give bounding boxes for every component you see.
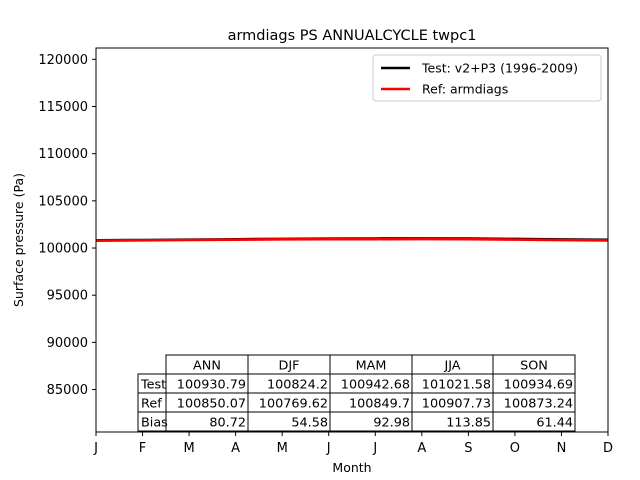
series-line-1 bbox=[95, 237, 609, 242]
chart-title: armdiags PS ANNUALCYCLE twpc1 bbox=[228, 28, 477, 44]
y-tick-label: 105000 bbox=[38, 194, 88, 209]
y-tick-label: 85000 bbox=[47, 383, 88, 398]
table-cell-value: 101021.58 bbox=[422, 378, 491, 393]
table-cell-value: 100873.24 bbox=[504, 397, 573, 412]
x-axis-label: Month bbox=[332, 460, 371, 475]
series-layer bbox=[95, 237, 609, 242]
table-column-header: SON bbox=[520, 359, 548, 374]
table-row-label: Bias bbox=[141, 416, 168, 431]
table-cell-value: 100849.7 bbox=[349, 397, 410, 412]
x-tick-label: M bbox=[277, 441, 288, 456]
x-tick-label: O bbox=[510, 441, 520, 456]
y-axis-label: Surface pressure (Pa) bbox=[11, 173, 26, 307]
table-cell-value: 80.72 bbox=[209, 416, 246, 431]
table-cell-value: 100930.79 bbox=[177, 378, 246, 393]
table-cell-value: 100850.07 bbox=[177, 397, 246, 412]
legend-entry: Test: v2+P3 (1996-2009) bbox=[421, 61, 578, 76]
legend: Test: v2+P3 (1996-2009) Ref: armdiags bbox=[372, 54, 602, 102]
table-cell-value: 54.58 bbox=[291, 416, 328, 431]
table-cell-value: 100824.2 bbox=[267, 378, 328, 393]
x-tick-label: N bbox=[557, 441, 567, 456]
table-cell-value: 61.44 bbox=[536, 416, 573, 431]
plot-frame bbox=[95, 47, 609, 433]
y-tick-label: 120000 bbox=[38, 53, 88, 68]
legend-entry: Ref: armdiags bbox=[422, 82, 508, 97]
table-cell-value: 100942.68 bbox=[341, 378, 410, 393]
x-tick-label: J bbox=[93, 441, 98, 456]
table-cell-value: 100907.73 bbox=[422, 397, 491, 412]
x-tick-label: A bbox=[417, 441, 426, 456]
x-tick-label: A bbox=[231, 441, 240, 456]
y-tick-label: 95000 bbox=[47, 289, 88, 304]
x-tick-label: J bbox=[372, 441, 377, 456]
table-row-label: Ref bbox=[141, 397, 162, 412]
y-tick-label: 100000 bbox=[38, 242, 88, 257]
y-tick-label: 90000 bbox=[47, 336, 88, 351]
y-tick-label: 110000 bbox=[38, 147, 88, 162]
table-column-header: JJA bbox=[443, 359, 460, 374]
stats-table: ANN DJF MAM JJA SON Test 100930.79 100824.2 1009… bbox=[137, 354, 576, 432]
table-row-label: Test bbox=[140, 378, 166, 393]
x-tick-label: J bbox=[326, 441, 331, 456]
table-cell-value: 113.85 bbox=[446, 416, 491, 431]
table-cell-value: 100769.62 bbox=[259, 397, 328, 412]
table-cell-value: 100934.69 bbox=[504, 378, 573, 393]
x-tick-label: D bbox=[603, 441, 613, 456]
x-tick-label: M bbox=[183, 441, 194, 456]
x-tick-label: S bbox=[464, 441, 472, 456]
y-axis: 85000 90000 95000 100000 105000 110000 115000 1… bbox=[38, 53, 96, 398]
table-cell bbox=[492, 411, 576, 432]
table-cell-value: 92.98 bbox=[373, 416, 410, 431]
y-tick-label: 115000 bbox=[38, 100, 88, 115]
table-column-header: DJF bbox=[279, 359, 300, 374]
table-column-header: MAM bbox=[356, 359, 387, 374]
legend-frame bbox=[372, 54, 602, 102]
table-column-header: ANN bbox=[193, 359, 221, 374]
x-tick-label: F bbox=[139, 441, 146, 456]
